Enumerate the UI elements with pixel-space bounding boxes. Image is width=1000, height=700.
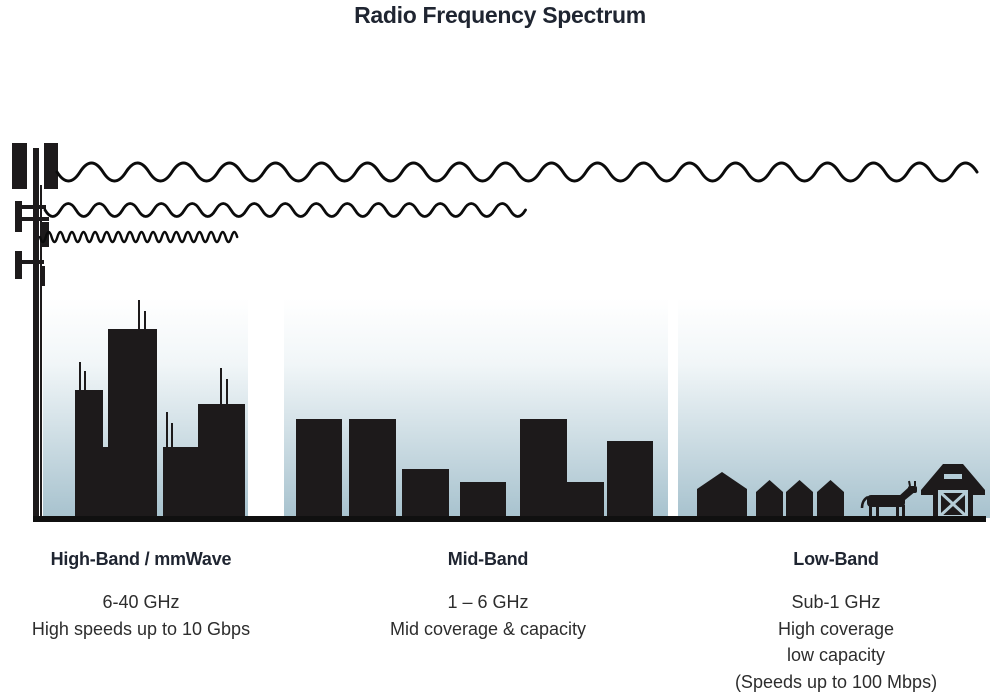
- barn-loft-window: [944, 474, 962, 479]
- house-icon: [756, 480, 783, 518]
- high-band-skyline: [75, 300, 245, 518]
- band-details-low: Sub-1 GHz High coverage low capacity (Speed…: [686, 589, 986, 695]
- band-label-low: Low-Band Sub-1 GHz High coverage low capac…: [686, 549, 986, 695]
- mid-band-panel: [284, 298, 668, 518]
- ground-baseline: [33, 516, 986, 522]
- band-heading-high: High-Band / mmWave: [50, 549, 232, 569]
- barn-roof: [921, 464, 985, 495]
- cow-icon: [860, 480, 917, 517]
- house-icon: [697, 472, 747, 518]
- band-label-mid: Mid-Band 1 – 6 GHz Mid coverage & capacit…: [338, 549, 638, 642]
- band-details-high: 6-40 GHz High speeds up to 10 Gbps: [0, 589, 282, 642]
- cell-tower: [12, 143, 58, 516]
- mid-rise-building: [607, 441, 653, 518]
- diagram-title: Radio Frequency Spectrum: [354, 2, 646, 28]
- mid-rise-building: [402, 469, 449, 518]
- wave-high-band: [38, 230, 239, 244]
- band-detail-line: High speeds up to 10 Gbps: [31, 618, 251, 639]
- mid-rise-building: [567, 482, 604, 518]
- skyscraper: [198, 404, 245, 518]
- mid-rise-building: [296, 419, 342, 518]
- wave-low-band: [55, 161, 979, 183]
- band-detail-line: Sub-1 GHz: [791, 592, 881, 612]
- mid-rise-building: [460, 482, 506, 518]
- band-label-high: High-Band / mmWave 6-40 GHz High speeds u…: [0, 549, 282, 642]
- band-detail-line: 6-40 GHz: [102, 592, 180, 612]
- wave-mid-band: [43, 202, 527, 218]
- band-detail-line: 1 – 6 GHz: [447, 592, 529, 612]
- skyscraper: [108, 329, 157, 518]
- barn-icon: [921, 464, 985, 518]
- mid-rise-building: [520, 419, 567, 518]
- mid-band-skyline: [296, 419, 653, 518]
- low-band-rural-scene: [697, 472, 844, 518]
- band-detail-line: High coverage: [777, 618, 895, 639]
- band-details-mid: 1 – 6 GHz Mid coverage & capacity: [338, 589, 638, 642]
- house-icon: [817, 480, 844, 518]
- house-icon: [786, 480, 813, 518]
- mid-rise-building: [349, 419, 396, 518]
- radio-waves: [38, 161, 979, 244]
- band-heading-mid: Mid-Band: [447, 549, 529, 569]
- band-detail-line: Mid coverage & capacity: [389, 618, 587, 639]
- skyscraper: [75, 390, 103, 518]
- band-detail-line: low capacity: [786, 645, 886, 665]
- band-detail-line: (Speeds up to 100 Mbps): [734, 671, 938, 692]
- band-heading-low: Low-Band: [793, 549, 879, 569]
